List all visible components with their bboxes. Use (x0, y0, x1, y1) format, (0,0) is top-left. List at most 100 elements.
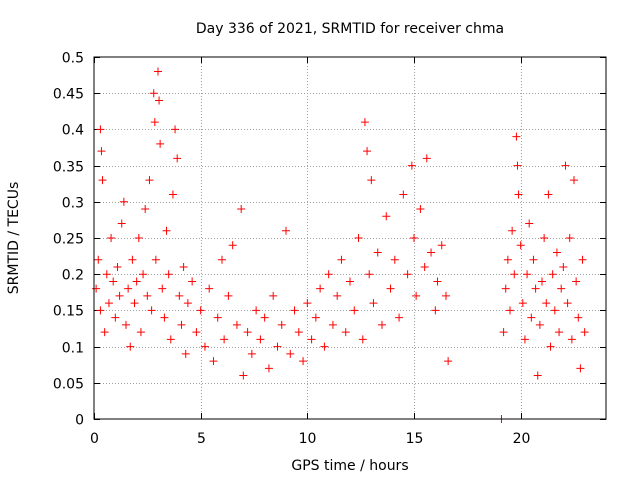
data-point (154, 67, 162, 76)
data-point (119, 197, 128, 206)
data-point (94, 255, 103, 264)
data-point (150, 118, 159, 127)
data-point (286, 349, 295, 358)
data-point (220, 335, 229, 344)
x-tick-label: 10 (299, 431, 317, 447)
data-point (151, 255, 160, 264)
data-point (237, 205, 246, 214)
data-point (382, 212, 391, 221)
data-point (350, 306, 359, 315)
x-tick-label: 5 (197, 431, 206, 447)
data-point (369, 299, 378, 308)
data-point (126, 342, 135, 351)
data-point (373, 248, 382, 257)
data-point (358, 335, 367, 344)
data-point (444, 357, 453, 366)
data-point (232, 320, 241, 329)
data-point (390, 255, 399, 264)
data-point (552, 248, 561, 257)
data-point (563, 299, 572, 308)
data-point (555, 328, 564, 337)
data-point (363, 147, 372, 156)
y-tick-label: 0.25 (53, 232, 84, 248)
data-point (196, 306, 205, 315)
y-axis-label: SRMTID / TECUs (6, 182, 22, 295)
data-point (147, 306, 156, 315)
data-point (578, 255, 587, 264)
data-point (512, 132, 521, 141)
chart-title: Day 336 of 2021, SRMTID for receiver chm… (196, 21, 504, 37)
data-point (124, 284, 133, 293)
data-point (341, 328, 350, 337)
data-point (168, 190, 177, 199)
data-point (130, 299, 139, 308)
data-point (508, 226, 517, 235)
data-point (360, 118, 369, 127)
data-point (403, 270, 412, 279)
data-point (572, 277, 581, 286)
axis-ticks (94, 57, 606, 420)
data-point (546, 342, 555, 351)
x-tick-label: 20 (513, 431, 531, 447)
data-point (333, 291, 342, 300)
tick-labels: 0 0.05 0.1 0.15 0.2 0.25 0.3 0.35 0.4 0.45 0.5 0 5 10… (53, 51, 531, 448)
data-point (162, 226, 171, 235)
data-point (320, 342, 329, 351)
data-point (113, 262, 122, 271)
data-point (437, 241, 446, 250)
data-point (299, 357, 308, 366)
data-point (535, 320, 544, 329)
data-point (260, 313, 269, 322)
data-point (111, 313, 120, 322)
grid-lines (94, 57, 606, 419)
y-tick-label: 0 (75, 413, 84, 429)
data-point (294, 328, 303, 337)
data-point (98, 176, 107, 185)
data-point (550, 306, 559, 315)
data-point (523, 270, 532, 279)
data-point (410, 234, 418, 242)
data-point (365, 270, 374, 279)
data-point (143, 291, 152, 300)
data-point (156, 139, 165, 148)
data-point (205, 284, 214, 293)
data-point (540, 234, 549, 242)
data-point (531, 284, 540, 293)
data-point (506, 306, 514, 315)
data-point (378, 320, 386, 329)
data-point (177, 320, 186, 329)
data-point (179, 262, 188, 271)
data-point (574, 313, 583, 322)
data-point (538, 277, 546, 286)
data-point (239, 371, 248, 380)
data-point (149, 89, 158, 98)
data-point (548, 270, 557, 279)
data-point (544, 190, 553, 199)
data-point (96, 306, 105, 315)
data-point (269, 291, 278, 300)
data-point (367, 176, 376, 185)
data-point (92, 284, 101, 293)
data-point (134, 234, 143, 242)
data-point (431, 306, 440, 315)
data-point (224, 291, 233, 300)
data-point (209, 357, 218, 366)
data-point (200, 342, 209, 351)
data-point (337, 255, 346, 264)
data-point (565, 234, 574, 242)
data-point (559, 262, 568, 271)
y-tick-label: 0.3 (62, 196, 84, 212)
data-point (303, 299, 312, 308)
data-point (328, 320, 337, 329)
data-point (442, 291, 450, 300)
data-point (503, 255, 512, 264)
data-point (175, 291, 184, 300)
data-point (525, 219, 534, 228)
data-point (427, 248, 436, 257)
data-point (346, 277, 354, 286)
data-point (542, 299, 551, 308)
data-point (183, 299, 192, 308)
data-point (433, 277, 442, 286)
data-point (252, 306, 261, 315)
